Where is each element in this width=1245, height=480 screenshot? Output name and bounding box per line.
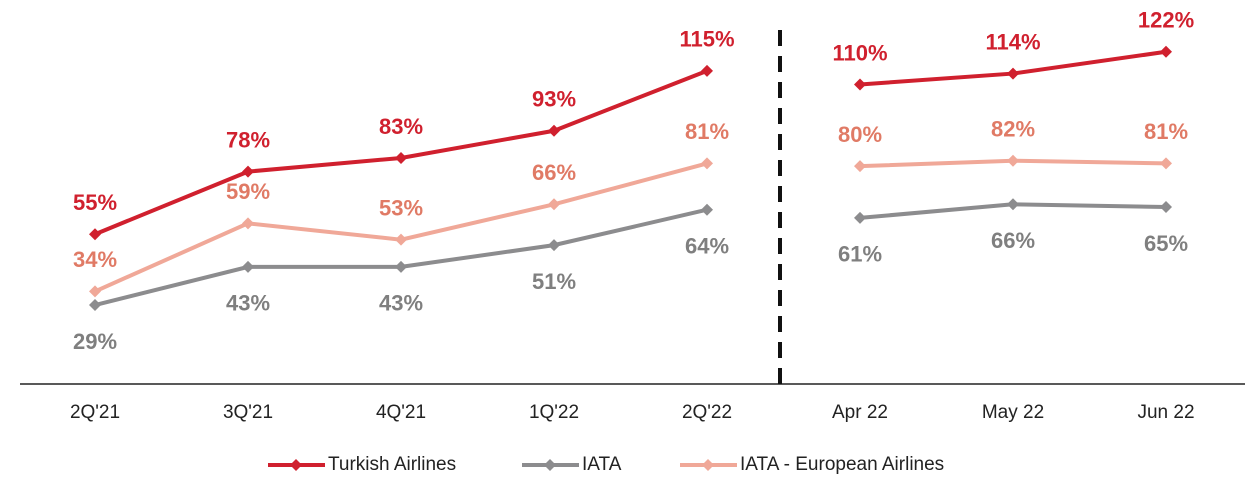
value-label: 93%	[532, 87, 576, 112]
point	[701, 64, 713, 77]
legend-marker	[290, 459, 302, 471]
x-tick-label: May 22	[982, 402, 1044, 423]
value-label: 115%	[679, 27, 734, 52]
value-label: 55%	[73, 190, 117, 215]
value-label: 66%	[991, 228, 1035, 253]
point	[395, 233, 407, 246]
point	[701, 203, 713, 216]
point	[89, 299, 101, 312]
point	[242, 165, 254, 178]
x-tick-label: 4Q'21	[376, 402, 426, 423]
point	[1160, 201, 1172, 213]
value-label: 64%	[685, 234, 729, 259]
value-label: 43%	[226, 291, 270, 316]
x-tick-label: 2Q'22	[682, 402, 732, 423]
legend-label: Turkish Airlines	[328, 454, 456, 475]
legend-marker	[544, 459, 556, 471]
value-label: 122%	[1138, 8, 1194, 33]
point	[395, 260, 407, 273]
point	[89, 228, 101, 241]
legend-marker	[702, 459, 714, 471]
value-label: 29%	[73, 329, 117, 354]
point	[242, 217, 254, 230]
point	[1007, 198, 1019, 211]
point	[701, 157, 713, 170]
value-label: 34%	[73, 247, 117, 272]
value-label: 65%	[1144, 231, 1188, 256]
point	[1160, 157, 1172, 170]
value-label: 51%	[532, 269, 576, 294]
legend-label: IATA	[582, 454, 622, 475]
value-label: 81%	[1144, 119, 1188, 144]
value-label: 114%	[985, 29, 1040, 54]
value-label: 81%	[685, 119, 729, 144]
value-label: 83%	[379, 114, 423, 139]
x-tick-label: 3Q'21	[223, 402, 273, 423]
point	[548, 239, 560, 252]
point	[854, 211, 866, 224]
point	[548, 198, 560, 211]
point	[395, 151, 407, 164]
value-label: 78%	[226, 127, 270, 152]
x-tick-label: 1Q'22	[529, 402, 579, 423]
point	[1160, 45, 1172, 58]
point	[1007, 67, 1019, 80]
x-tick-label: Jun 22	[1137, 402, 1194, 423]
x-tick-label: Apr 22	[832, 402, 888, 423]
point	[242, 260, 254, 273]
value-label: 82%	[991, 117, 1035, 142]
value-label: 53%	[379, 195, 423, 220]
point	[1007, 154, 1019, 167]
point	[89, 285, 101, 298]
x-tick-label: 2Q'21	[70, 402, 120, 423]
value-label: 66%	[532, 160, 576, 185]
value-label: 80%	[838, 122, 882, 147]
point	[548, 124, 560, 137]
value-label: 59%	[226, 179, 270, 204]
point	[854, 78, 866, 91]
value-label: 110%	[832, 40, 887, 65]
legend-label: IATA - European Airlines	[740, 454, 944, 475]
value-label: 61%	[838, 242, 882, 267]
value-label: 43%	[379, 291, 423, 316]
point	[854, 160, 866, 173]
